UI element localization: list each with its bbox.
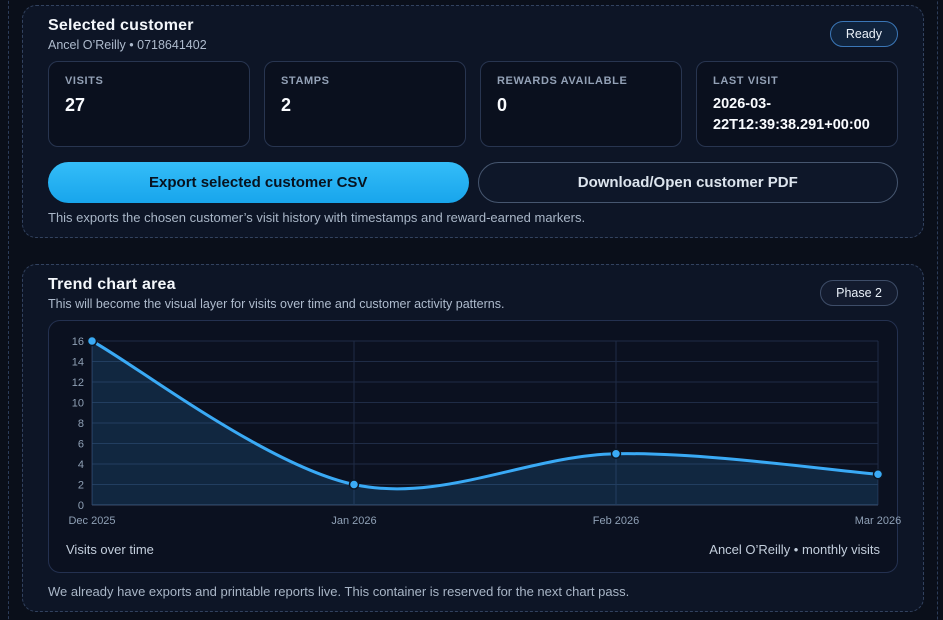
stat-card-rewards: REWARDS AVAILABLE 0 <box>480 61 682 147</box>
svg-text:16: 16 <box>72 336 84 348</box>
chart-captions: Visits over time Ancel O’Reilly • monthl… <box>62 533 884 565</box>
svg-text:14: 14 <box>72 357 84 369</box>
stat-value: 2026-03-22T12:39:38.291+00:00 <box>713 96 870 134</box>
svg-text:4: 4 <box>78 459 84 471</box>
panel-title: Selected customer <box>48 17 194 34</box>
selected-customer-panel: Selected customer Ancel O’Reilly • 07186… <box>22 5 924 238</box>
svg-text:Feb 2026: Feb 2026 <box>593 515 639 527</box>
svg-text:2: 2 <box>78 480 84 492</box>
svg-text:Dec 2025: Dec 2025 <box>68 515 115 527</box>
stat-card-visits: VISITS 27 <box>48 61 250 147</box>
trend-panel-header: Trend chart area This will become the vi… <box>48 276 898 311</box>
svg-text:10: 10 <box>72 398 84 410</box>
export-actions-row: Export selected customer CSV Download/Op… <box>48 162 898 203</box>
trend-title-block: Trend chart area This will become the vi… <box>48 276 504 311</box>
chart-container: 0 2 4 6 8 10 12 14 16 Dec 2025 Jan 2026 Feb 2026 Mar… <box>48 320 901 573</box>
export-helper-text: This exports the chosen customer’s visit… <box>48 210 586 225</box>
svg-text:Mar 2026: Mar 2026 <box>855 515 901 527</box>
stat-label: LAST VISIT <box>713 75 779 87</box>
chart-caption-right: Ancel O’Reilly • monthly visits <box>709 542 880 557</box>
stat-card-last-visit: LAST VISIT 2026-03-22T12:39:38.291+00:00 <box>696 61 898 147</box>
chart-caption-left: Visits over time <box>66 542 154 557</box>
page-container: Selected customer Ancel O’Reilly • 07186… <box>8 0 938 620</box>
customer-title-block: Selected customer Ancel O’Reilly • 07186… <box>48 17 207 52</box>
stat-value: 27 <box>65 95 86 115</box>
trend-chart-panel: Trend chart area This will become the vi… <box>22 264 924 612</box>
svg-text:0: 0 <box>78 500 84 512</box>
export-csv-button[interactable]: Export selected customer CSV <box>48 162 469 203</box>
stat-value: 0 <box>497 95 508 115</box>
customer-panel-header: Selected customer Ancel O’Reilly • 07186… <box>48 17 898 52</box>
stat-label: REWARDS AVAILABLE <box>497 75 628 87</box>
panel-title: Trend chart area <box>48 276 176 293</box>
stats-grid: VISITS 27 STAMPS 2 REWARDS AVAILABLE 0 L… <box>48 61 898 147</box>
stat-label: VISITS <box>65 75 104 87</box>
trend-helper-text: We already have exports and printable re… <box>48 584 630 599</box>
download-pdf-button[interactable]: Download/Open customer PDF <box>477 162 898 203</box>
svg-text:6: 6 <box>78 439 84 451</box>
trend-subtitle: This will become the visual layer for vi… <box>48 297 505 311</box>
svg-text:8: 8 <box>78 418 84 430</box>
stat-label: STAMPS <box>281 75 330 87</box>
svg-text:12: 12 <box>72 377 84 389</box>
stat-value: 2 <box>281 95 292 115</box>
stat-card-stamps: STAMPS 2 <box>264 61 466 147</box>
svg-text:Jan 2026: Jan 2026 <box>331 515 376 527</box>
visits-line-chart: 0 2 4 6 8 10 12 14 16 Dec 2025 Jan 2026 Feb 2026 Mar… <box>68 335 901 527</box>
phase-status-badge: Phase 2 <box>820 280 898 306</box>
ready-status-badge: Ready <box>829 21 898 47</box>
customer-summary: Ancel O’Reilly • 0718641402 <box>48 38 207 52</box>
